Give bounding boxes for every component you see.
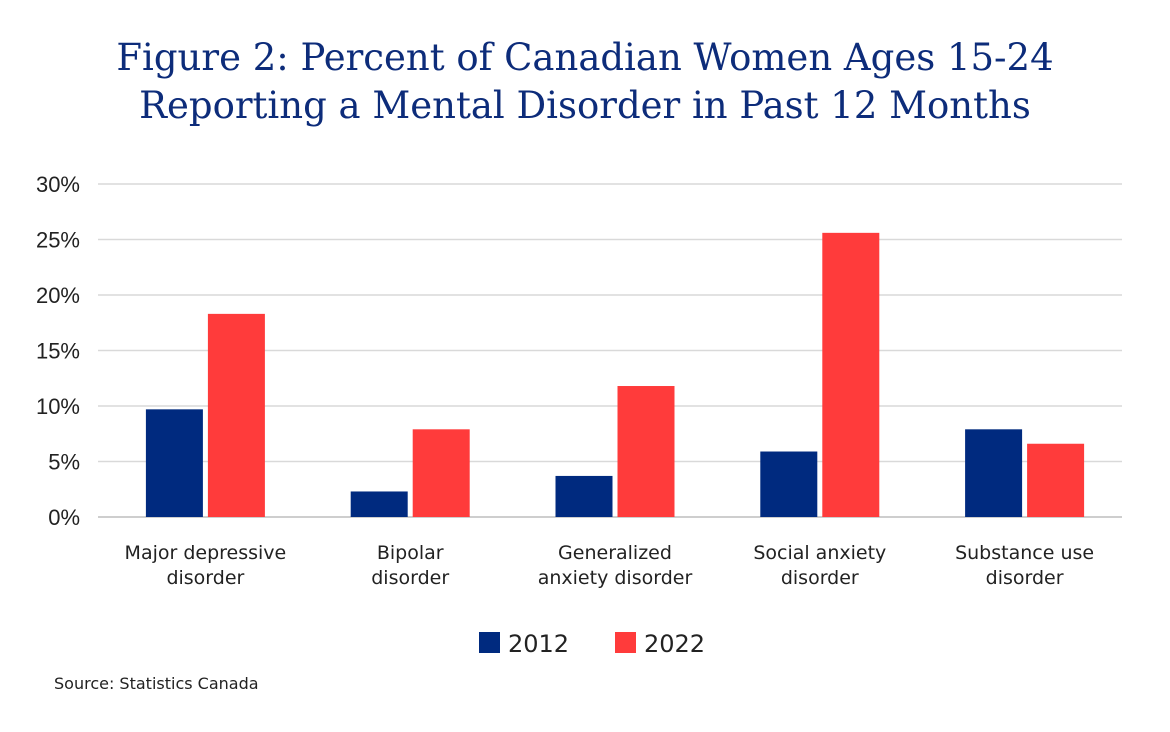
bar-2022-2 — [617, 386, 675, 517]
bar-2012-1 — [350, 491, 408, 517]
x-category-label: Generalized — [558, 542, 672, 564]
y-tick-label: 30% — [36, 172, 80, 197]
bar-2022-4 — [1027, 443, 1085, 517]
y-tick-label: 0% — [48, 505, 80, 530]
legend-swatch-2012 — [479, 632, 500, 653]
x-category-label: Bipolar — [377, 542, 444, 564]
bar-2012-3 — [760, 451, 818, 517]
legend: 2012 2022 — [479, 630, 705, 658]
chart-title-line-1: Figure 2: Percent of Canadian Women Ages… — [116, 36, 1054, 79]
x-category-label: disorder — [781, 567, 859, 589]
bars — [145, 232, 1085, 517]
bar-2022-1 — [412, 429, 470, 517]
bar-2022-0 — [207, 313, 265, 517]
y-axis-ticks: 30% 25% 20% 15% 10% 5% 0% — [36, 172, 80, 530]
x-category-label: Substance use — [955, 542, 1094, 564]
chart-title: Figure 2: Percent of Canadian Women Ages… — [0, 34, 1170, 130]
bar-2012-4 — [965, 429, 1023, 517]
legend-label: 2012 — [508, 630, 569, 658]
x-category-label: disorder — [166, 567, 244, 589]
y-tick-label: 15% — [36, 339, 80, 364]
y-tick-label: 25% — [36, 228, 80, 253]
x-axis-categories: Major depressive disorder Bipolar disorder G… — [125, 542, 1095, 589]
x-category-label: disorder — [986, 567, 1064, 589]
source-note: Source: Statistics Canada — [54, 674, 259, 693]
bar-2012-0 — [145, 409, 203, 517]
legend-swatch-2022 — [615, 632, 636, 653]
y-tick-label: 10% — [36, 394, 80, 419]
x-category-label: disorder — [371, 567, 449, 589]
bar-2022-3 — [822, 232, 880, 517]
x-category-label: Social anxiety — [753, 542, 886, 564]
bar-2012-2 — [555, 475, 613, 517]
y-tick-label: 5% — [48, 450, 80, 475]
x-category-label: anxiety disorder — [538, 567, 693, 589]
y-tick-label: 20% — [36, 283, 80, 308]
chart-title-line-2: Reporting a Mental Disorder in Past 12 M… — [139, 84, 1031, 127]
x-category-label: Major depressive — [125, 542, 287, 564]
legend-label: 2022 — [644, 630, 705, 658]
